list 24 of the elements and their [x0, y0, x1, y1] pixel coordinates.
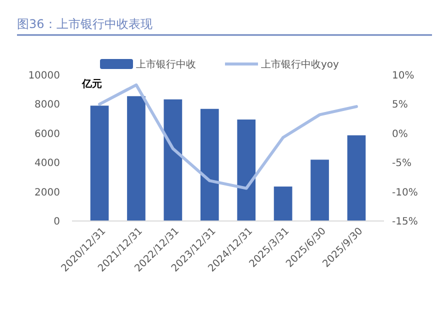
y2-tick-label: -10%	[392, 187, 418, 198]
y2-tick-label: -15%	[392, 216, 418, 228]
y-tick-label: 10000	[28, 70, 60, 82]
bar	[200, 108, 219, 221]
y-axis-title: 亿元	[81, 78, 102, 90]
bar	[127, 96, 146, 221]
y-tick-label: 0	[54, 216, 60, 228]
y-tick-label: 2000	[34, 187, 60, 198]
y-tick-label: 4000	[34, 158, 60, 170]
bar	[274, 186, 292, 221]
bar	[90, 106, 109, 221]
y2-tick-label: -5%	[392, 158, 412, 170]
y-tick-label: 6000	[34, 128, 60, 140]
y2-tick-label: 10%	[392, 70, 414, 82]
legend-label: 上市银行中收yoy	[261, 58, 340, 70]
y2-tick-label: 0%	[392, 128, 408, 140]
bar	[347, 135, 366, 221]
y-tick-label: 8000	[34, 100, 60, 111]
y2-tick-label: 5%	[392, 100, 408, 111]
legend-label: 上市银行中收	[136, 58, 196, 70]
bar	[237, 120, 256, 221]
bar	[164, 99, 182, 221]
chart-title: 图36：上市银行中收表现	[17, 17, 152, 31]
bar	[310, 160, 329, 221]
